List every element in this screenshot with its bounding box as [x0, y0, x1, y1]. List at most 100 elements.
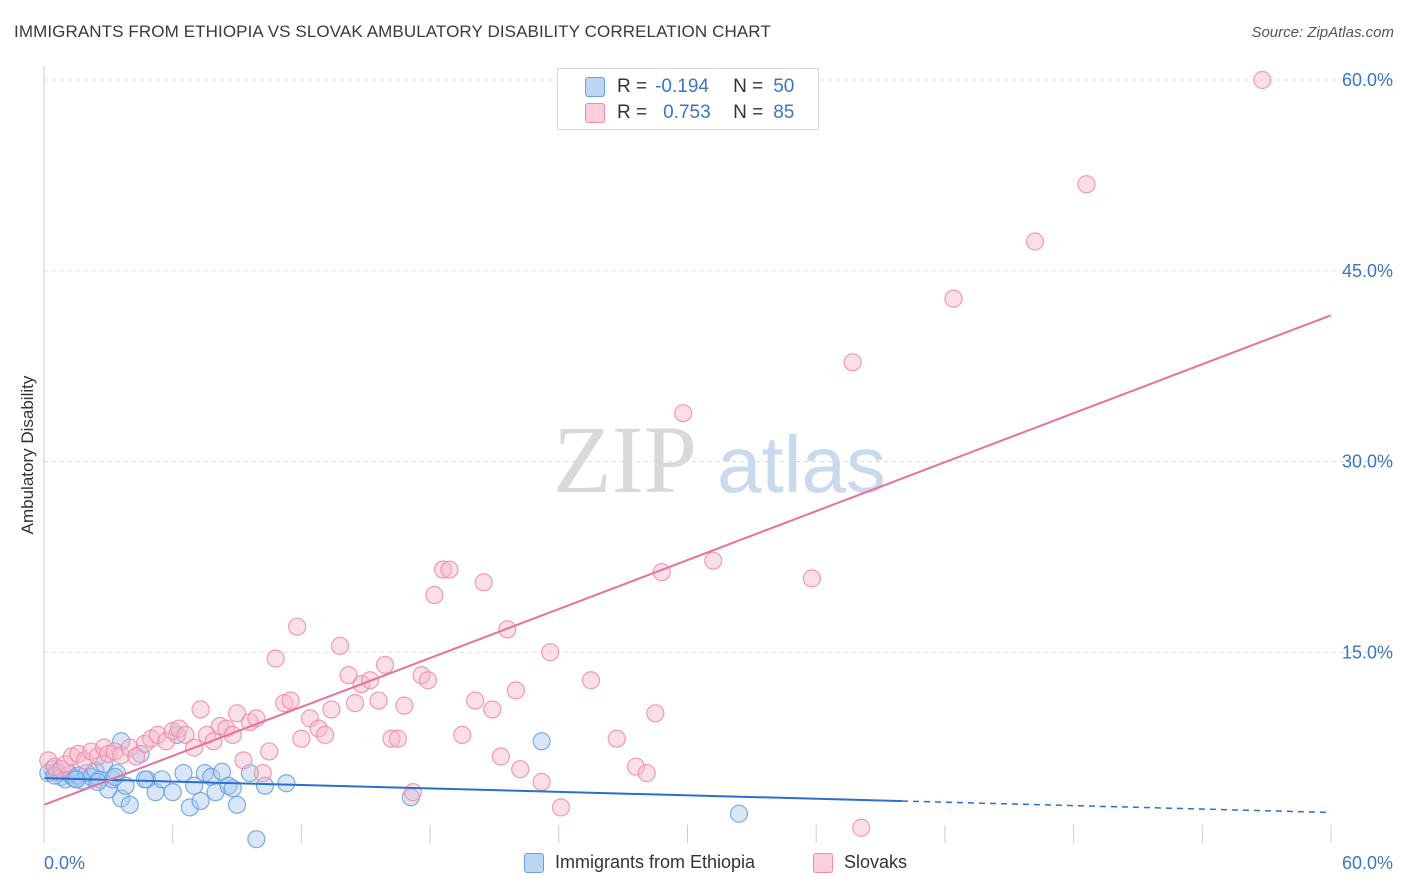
- watermark: ZIP atlas: [553, 406, 886, 513]
- slovaks-point: [433, 560, 453, 579]
- slovaks-point: [541, 643, 560, 662]
- legend-swatch-slovaks: [813, 852, 833, 873]
- slovaks-point: [227, 704, 247, 723]
- slovaks-point: [281, 691, 300, 710]
- ethiopia-point: [135, 770, 154, 789]
- r-value: -0.194: [655, 76, 709, 97]
- ethiopia-point: [180, 798, 199, 817]
- ethiopia-point: [227, 795, 247, 814]
- slovaks-trend-line: [43, 314, 1332, 806]
- y-tick-label: 15.0%: [1342, 642, 1393, 662]
- stats-row-ethiopia: R = -0.194 N = 50: [585, 75, 794, 99]
- y-tick-label: 60.0%: [1342, 70, 1393, 90]
- r-label: R =: [617, 76, 648, 97]
- slovaks-point: [382, 729, 401, 748]
- slovaks-point: [1025, 232, 1045, 251]
- slovaks-point: [56, 755, 75, 774]
- slovaks-point: [626, 757, 646, 776]
- slovaks-point: [506, 681, 526, 700]
- axes: 15.0% 30.0% 45.0% 60.0% 0.0% 60.0%: [43, 66, 1393, 873]
- legend-label-slovaks: Slovaks: [844, 852, 908, 872]
- slovaks-point: [607, 729, 626, 748]
- slovaks-point: [176, 725, 195, 745]
- slovaks-point: [403, 783, 423, 802]
- r-value: 0.753: [663, 102, 711, 123]
- n-value: 50: [773, 76, 795, 97]
- legend-swatch-ethiopia: [524, 852, 544, 873]
- slovaks-point: [191, 700, 210, 719]
- x-tick-label: 60.0%: [1342, 853, 1393, 873]
- slovaks-point: [292, 729, 311, 748]
- slovaks-point: [375, 655, 395, 675]
- slovaks-point: [234, 751, 253, 770]
- slovaks-point: [843, 353, 862, 372]
- swatch-slovaks: [585, 103, 605, 123]
- chart-legend: Immigrants from Ethiopia Slovaks: [0, 850, 1406, 880]
- slovaks-point: [418, 671, 438, 690]
- slovaks-point: [1077, 175, 1096, 194]
- ethiopia-point: [163, 783, 182, 802]
- watermark-atlas: atlas: [717, 420, 886, 509]
- slovaks-point: [369, 691, 388, 710]
- slovaks-point: [288, 617, 307, 636]
- chart-title: IMMIGRANTS FROM ETHIOPIA VS SLOVAK AMBUL…: [14, 22, 771, 41]
- ethiopia-point: [729, 804, 749, 823]
- slovaks-point: [157, 732, 176, 751]
- slovaks-point: [395, 696, 414, 715]
- slovaks-point: [474, 573, 493, 592]
- swatch-ethiopia: [585, 77, 605, 97]
- slovaks-point: [581, 671, 601, 690]
- slovaks-point: [852, 818, 871, 837]
- y-tick-label: 45.0%: [1342, 261, 1393, 281]
- slovaks-point: [704, 551, 723, 570]
- slovaks-point: [802, 569, 822, 588]
- slovaks-point: [646, 704, 665, 723]
- legend-item-slovaks[interactable]: Slovaks: [813, 852, 907, 873]
- slovaks-point: [637, 763, 656, 783]
- ethiopia-point: [247, 830, 266, 849]
- slovaks-point: [1253, 70, 1272, 90]
- legend-item-ethiopia[interactable]: Immigrants from Ethiopia: [524, 852, 755, 873]
- stats-row-slovaks: R = 0.753 N = 85: [585, 101, 794, 125]
- slovaks-point: [674, 404, 693, 423]
- slovaks-point: [330, 636, 350, 655]
- slovaks-point: [388, 729, 408, 748]
- ethiopia-point: [191, 791, 210, 811]
- slovaks-point: [466, 691, 485, 710]
- ethiopia-trend-extension: [901, 800, 1332, 814]
- source-credit: Source: ZipAtlas.com: [1251, 24, 1394, 41]
- n-label: N =: [733, 76, 764, 97]
- slovaks-point: [266, 649, 285, 668]
- slovaks-point: [339, 666, 358, 685]
- slovaks-point: [88, 747, 107, 766]
- slovaks-point: [944, 289, 963, 308]
- watermark-zip: ZIP: [553, 406, 697, 513]
- y-tick-label: 30.0%: [1342, 452, 1393, 472]
- ethiopia-point: [532, 732, 551, 751]
- slovaks-point: [260, 742, 279, 761]
- r-label: R =: [617, 102, 648, 123]
- slovaks-point: [315, 725, 335, 745]
- slovaks-point: [453, 725, 472, 745]
- slovaks-point: [345, 694, 365, 713]
- slovaks-point: [532, 772, 551, 792]
- stats-legend: R = -0.194 N = 50 R = 0.753 N = 85: [557, 68, 819, 130]
- n-value: 85: [773, 102, 795, 123]
- n-label: N =: [733, 102, 764, 123]
- slovaks-point: [127, 747, 146, 766]
- slovaks-point: [491, 747, 510, 766]
- ethiopia-point: [277, 774, 296, 793]
- legend-label-ethiopia: Immigrants from Ethiopia: [555, 852, 756, 872]
- slovaks-point: [483, 700, 502, 719]
- slovaks-point: [253, 763, 272, 783]
- ethiopia-point: [120, 795, 139, 814]
- slovaks-point: [511, 760, 530, 779]
- slovaks-point: [425, 585, 444, 605]
- gridlines: [44, 79, 1392, 653]
- slovaks-point: [120, 738, 139, 757]
- trend-lines: [43, 314, 1332, 814]
- ethiopia-trend-line: [43, 777, 903, 803]
- data-points: [39, 70, 1272, 849]
- x-tick-label: 0.0%: [44, 853, 85, 873]
